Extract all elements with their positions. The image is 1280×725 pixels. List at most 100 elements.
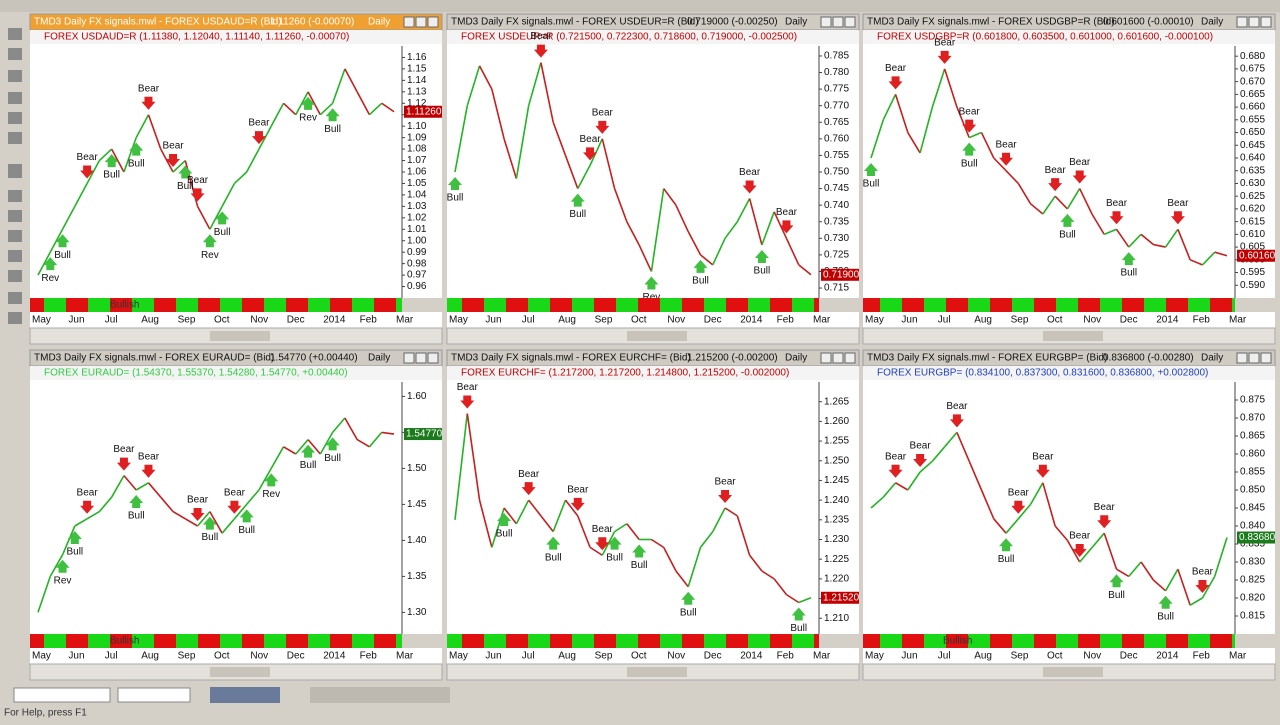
signal-arrow	[546, 536, 561, 550]
x-tick-label: 2014	[323, 315, 346, 326]
price-segment	[1213, 537, 1228, 577]
dropdown[interactable]	[13, 687, 111, 703]
price-segment	[882, 482, 897, 498]
signal-label: Rev	[643, 292, 661, 303]
price-segment	[478, 499, 493, 548]
last-price-box	[404, 105, 442, 118]
price-segment	[270, 446, 285, 469]
scroll-thumb[interactable]	[210, 667, 270, 677]
layout-buttons[interactable]	[310, 687, 450, 703]
price-segment	[699, 531, 714, 548]
y-tick-label: 1.250	[824, 455, 849, 466]
window-button[interactable]	[415, 16, 427, 28]
window-button[interactable]	[820, 16, 832, 28]
scroll-thumb[interactable]	[210, 331, 270, 341]
window-button[interactable]	[427, 352, 439, 364]
window-button[interactable]	[1236, 352, 1248, 364]
dropdown[interactable]	[117, 687, 191, 703]
signal-arrow	[190, 508, 205, 521]
scroll-thumb[interactable]	[1043, 331, 1103, 341]
x-tick-label: Mar	[1229, 315, 1247, 326]
window-button[interactable]	[1248, 352, 1260, 364]
window-button[interactable]	[844, 16, 856, 28]
price-segment	[626, 221, 640, 246]
x-tick-label: Oct	[631, 315, 647, 326]
price-segment	[687, 547, 702, 587]
x-tick-label: Jul	[105, 651, 118, 662]
signal-label: Rev	[54, 575, 72, 586]
price-segment	[233, 503, 248, 520]
scroll-thumb[interactable]	[1043, 667, 1103, 677]
price-segment	[1103, 532, 1118, 570]
signal-label: Bear	[138, 83, 160, 94]
chart-subtitle: FOREX EURCHF= (1.217200, 1.217200, 1.214…	[461, 368, 789, 379]
signal-arrow	[1011, 500, 1026, 514]
x-tick-label: Sep	[595, 651, 613, 662]
signal-label: Bull	[692, 276, 709, 287]
scroll-thumb[interactable]	[627, 667, 687, 677]
plot-area	[30, 44, 442, 298]
color-palette[interactable]	[210, 687, 280, 703]
window-button[interactable]	[844, 352, 856, 364]
signal-label: Bull	[324, 453, 341, 464]
price-segment	[258, 468, 272, 491]
price-segment	[1140, 233, 1154, 246]
price-segment	[919, 460, 933, 473]
price-segment	[503, 507, 518, 525]
y-tick-label: 0.760	[824, 133, 849, 144]
y-tick-label: 0.625	[1240, 191, 1265, 202]
scroll-thumb[interactable]	[627, 331, 687, 341]
y-tick-label: 0.785	[824, 51, 849, 62]
window-button[interactable]	[415, 352, 427, 364]
y-tick-label: 0.99	[407, 247, 427, 258]
price-segment	[61, 205, 76, 230]
signal-arrow	[937, 50, 952, 64]
x-tick-label: 2014	[740, 651, 763, 662]
window-button[interactable]	[1260, 352, 1272, 364]
price-segment	[196, 205, 211, 230]
price-segment	[552, 499, 567, 532]
y-tick-label: 0.875	[1240, 395, 1265, 406]
signal-label: Bull	[790, 623, 807, 634]
price-segment	[552, 121, 567, 156]
chart-header	[447, 30, 859, 44]
x-tick-label: Nov	[1083, 315, 1101, 326]
signal-arrow	[1072, 170, 1087, 184]
signal-label: Bear	[995, 139, 1017, 150]
price-segment	[1214, 251, 1228, 257]
window-button[interactable]	[427, 16, 439, 28]
signal-label: Bear	[1069, 531, 1091, 542]
y-tick-label: 0.610	[1240, 229, 1265, 240]
price-segment	[1029, 482, 1044, 505]
window-button[interactable]	[1236, 16, 1248, 28]
signal-label: Bull	[1120, 268, 1137, 279]
window-button[interactable]	[832, 352, 844, 364]
price-segment	[675, 204, 689, 233]
price-segment	[785, 237, 800, 266]
y-tick-label: 0.670	[1240, 76, 1265, 87]
window-button[interactable]	[820, 352, 832, 364]
signal-arrow	[962, 142, 977, 156]
price-segment	[601, 138, 616, 189]
indicator-bar	[447, 298, 819, 312]
window-button[interactable]	[1260, 16, 1272, 28]
window-button[interactable]	[403, 16, 415, 28]
x-tick-label: Aug	[141, 315, 159, 326]
last-price: 0.83680	[1239, 532, 1276, 543]
signal-label: Bear	[224, 487, 246, 498]
price-segment	[626, 523, 640, 540]
signal-arrow	[595, 537, 610, 551]
signal-arrow	[888, 76, 903, 90]
x-tick-label: Jun	[485, 651, 501, 662]
signal-arrow	[607, 536, 622, 550]
window-button[interactable]	[832, 16, 844, 28]
signal-label: Bull	[545, 552, 562, 563]
window-button[interactable]	[403, 352, 415, 364]
signal-label: Bear	[959, 106, 981, 117]
y-tick-label: 1.12	[407, 98, 427, 109]
signal-label: Bull	[177, 181, 194, 192]
signal-label: Bull	[631, 560, 648, 571]
time-axis	[447, 648, 859, 664]
window-button[interactable]	[1248, 16, 1260, 28]
